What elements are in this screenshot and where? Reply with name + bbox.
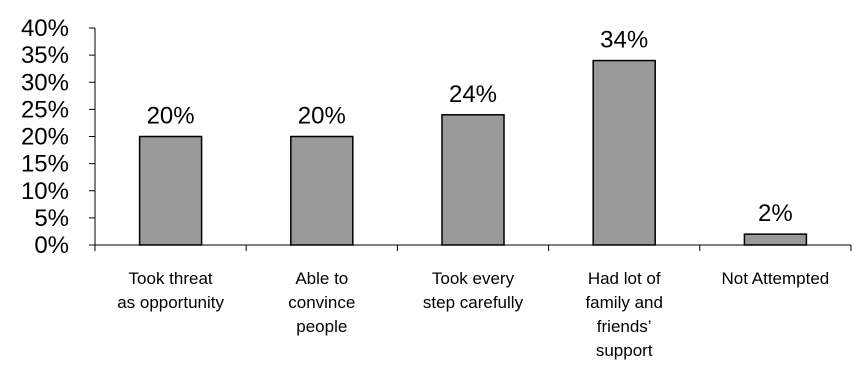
x-tick-label: family and (585, 293, 662, 312)
y-tick-label: 15% (21, 151, 69, 178)
y-tick-label: 35% (21, 42, 69, 69)
y-tick-label: 25% (21, 96, 69, 123)
data-label: 20% (147, 103, 195, 130)
bar (138, 135, 203, 246)
y-tick-label: 10% (21, 178, 69, 205)
y-tick-label: 20% (21, 124, 69, 151)
bars (138, 59, 808, 246)
data-label: 34% (600, 27, 648, 54)
y-tick-label: 30% (21, 69, 69, 96)
x-tick-label: Took threat (129, 269, 213, 288)
x-tick-label: convince (288, 293, 355, 312)
x-axis (94, 244, 852, 251)
x-tick-label: people (296, 317, 347, 336)
bar (441, 114, 505, 246)
data-labels: 20% 20% 24% 34% 2% (147, 27, 793, 228)
x-tick-label: Took every (432, 269, 515, 288)
x-tick-label: Able to (295, 269, 348, 288)
y-axis: 0%5%10%15%20%25%30%35%40% (21, 15, 96, 259)
x-tick-label: support (596, 341, 653, 360)
category-labels: Took threat as opportunity Able to convince… (117, 269, 829, 360)
x-tick-label: friends’ (597, 317, 652, 336)
bar (290, 135, 354, 246)
y-tick-label: 0% (34, 232, 69, 259)
x-tick-label: as opportunity (117, 293, 224, 312)
data-label: 20% (298, 103, 346, 130)
x-tick-label: step carefully (423, 293, 524, 312)
y-tick-label: 5% (34, 205, 69, 232)
data-label: 2% (758, 200, 793, 227)
x-tick-label: Not Attempted (722, 269, 830, 288)
data-label: 24% (449, 81, 497, 108)
bar (592, 59, 656, 246)
y-tick-label: 40% (21, 15, 69, 42)
bar (743, 233, 808, 246)
x-tick-label: Had lot of (588, 269, 661, 288)
